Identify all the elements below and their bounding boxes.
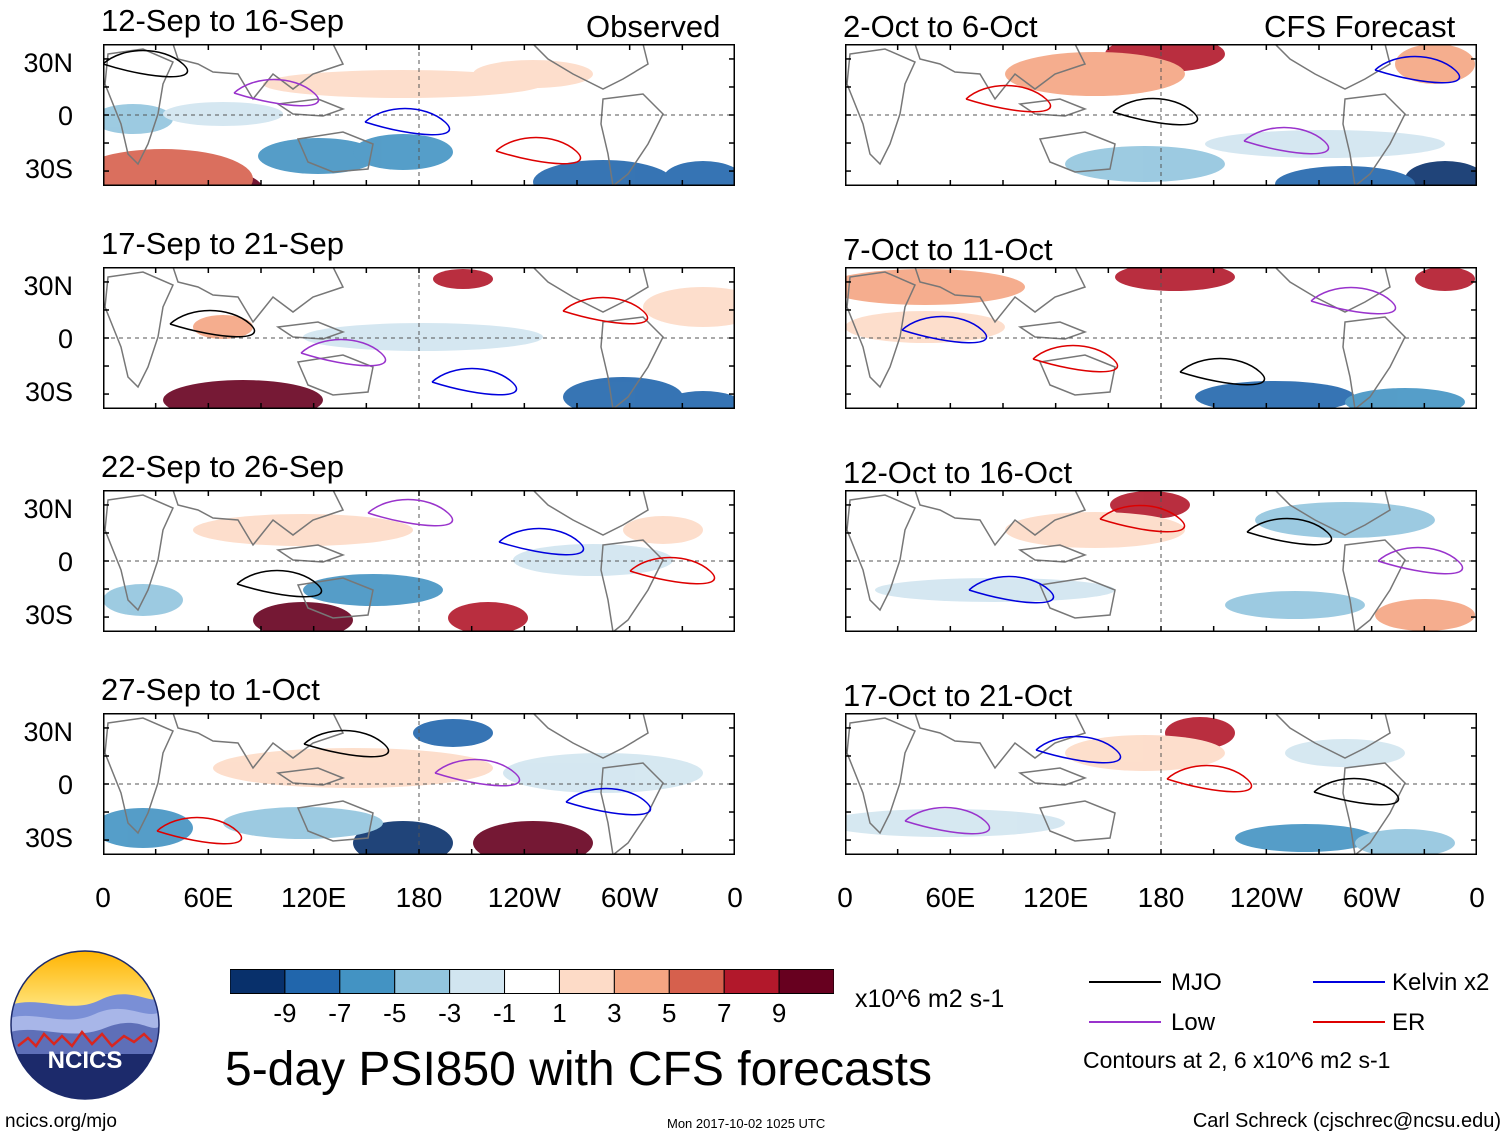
legend-label-low: Low (1171, 1009, 1216, 1036)
y-tick-label-row2-1: 30N (23, 271, 73, 301)
legend-line-mjo (1089, 981, 1161, 983)
map-panel-8 (845, 713, 1477, 855)
legend-line-kelvin (1313, 981, 1385, 983)
y-tick-label-row4-3: 30S (24, 823, 73, 853)
colorbar-label-5: -1 (492, 998, 517, 1028)
colorbar-label-8: 5 (662, 998, 677, 1028)
panel-title-obs-3: 22-Sep to 26-Sep (101, 449, 345, 484)
x-tick-label-col1-7: 0 (727, 882, 743, 913)
observed-label: Observed (586, 9, 721, 44)
panel-title-obs-2: 17-Sep to 21-Sep (101, 226, 345, 261)
y-tick-label-row4-2: 0 (57, 770, 73, 800)
x-tick-label-col2-5: 120W (1229, 882, 1303, 913)
y-tick-label-row2-3: 30S (24, 377, 73, 407)
main-title: 5-day PSI850 with CFS forecasts (225, 1043, 932, 1096)
colorbar-label-6: 1 (552, 998, 567, 1028)
colorbar-swatch-8 (613, 969, 670, 994)
legend-label-kelvin: Kelvin x2 (1392, 969, 1490, 996)
colorbar-label-2: -7 (328, 998, 352, 1028)
x-tick-label-col2-2: 60E (925, 882, 976, 913)
map-panel-1 (103, 44, 735, 186)
colorbar-label-1: -9 (273, 998, 297, 1028)
x-tick-label-col2-7: 0 (1469, 882, 1485, 913)
map-panel-3 (103, 490, 735, 632)
panel-title-obs-4: 27-Sep to 1-Oct (101, 672, 320, 707)
map-panel-6 (845, 267, 1477, 409)
panel-title-fc-1: 2-Oct to 6-Oct (843, 9, 1038, 44)
y-tick-label-row3-3: 30S (24, 600, 73, 630)
colorbar-swatch-5 (449, 969, 506, 994)
colorbar-units: x10^6 m2 s-1 (855, 985, 1005, 1013)
footer-url: ncics.org/mjo (5, 1111, 117, 1132)
colorbar-swatch-1 (230, 969, 286, 994)
y-tick-label-row3-1: 30N (23, 494, 73, 524)
ncics-logo: NCICS (10, 950, 160, 1100)
footer-author: Carl Schreck (cjschrec@ncsu.edu) (1192, 1110, 1501, 1132)
map-panel-4 (103, 713, 735, 855)
map-panel-7 (845, 490, 1477, 632)
colorbar-label-7: 3 (607, 998, 622, 1028)
colorbar-swatch-7 (558, 969, 615, 994)
colorbar-swatch-3 (339, 969, 396, 994)
map-panel-2 (103, 267, 735, 409)
logo-text: NCICS (48, 1047, 123, 1074)
footer-timestamp: Mon 2017-10-02 1025 UTC (667, 1116, 826, 1131)
colorbar-swatch-4 (394, 969, 451, 994)
x-tick-label-col2-6: 60W (1342, 882, 1401, 913)
colorbar-swatch-6 (504, 969, 560, 994)
colorbar-label-9: 7 (716, 998, 732, 1028)
panel-title-fc-2: 7-Oct to 11-Oct (843, 232, 1053, 267)
colorbar-label-10: 9 (771, 998, 787, 1028)
y-tick-label-row1-3: 30S (24, 154, 73, 184)
panel-title-fc-4: 17-Oct to 21-Oct (843, 678, 1073, 713)
x-tick-label-col2-1: 0 (837, 882, 853, 913)
legend-line-er (1313, 1021, 1385, 1023)
y-tick-label-row4-1: 30N (23, 717, 73, 747)
contour-note: Contours at 2, 6 x10^6 m2 s-1 (1083, 1047, 1391, 1073)
legend-line-low (1089, 1021, 1161, 1023)
colorbar (230, 969, 834, 994)
colorbar-swatch-2 (284, 969, 341, 994)
y-tick-label-row2-2: 0 (57, 324, 73, 354)
x-tick-label-col1-5: 120W (487, 882, 561, 913)
colorbar-label-4: -3 (438, 998, 462, 1028)
y-tick-label-row1-1: 30N (23, 48, 73, 78)
x-tick-label-col1-2: 60E (183, 882, 234, 913)
x-tick-label-col1-6: 60W (600, 882, 659, 913)
y-tick-label-row1-2: 0 (57, 101, 73, 131)
panel-title-fc-3: 12-Oct to 16-Oct (843, 455, 1073, 490)
colorbar-swatch-10 (723, 969, 780, 994)
colorbar-label-3: -5 (383, 998, 407, 1028)
x-tick-label-col1-4: 180 (395, 882, 443, 913)
legend-label-er: ER (1392, 1009, 1426, 1036)
map-panel-5 (845, 44, 1477, 186)
x-tick-label-col2-3: 120E (1022, 882, 1089, 913)
x-tick-label-col1-1: 0 (95, 882, 111, 913)
legend-label-mjo: MJO (1171, 969, 1222, 996)
colorbar-swatch-11 (778, 969, 834, 994)
x-tick-label-col2-4: 180 (1137, 882, 1185, 913)
x-tick-label-col1-3: 120E (280, 882, 347, 913)
y-tick-label-row3-2: 0 (57, 547, 73, 577)
panel-title-obs-1: 12-Sep to 16-Sep (101, 3, 345, 38)
colorbar-swatch-9 (668, 969, 725, 994)
forecast-label: CFS Forecast (1264, 9, 1456, 44)
